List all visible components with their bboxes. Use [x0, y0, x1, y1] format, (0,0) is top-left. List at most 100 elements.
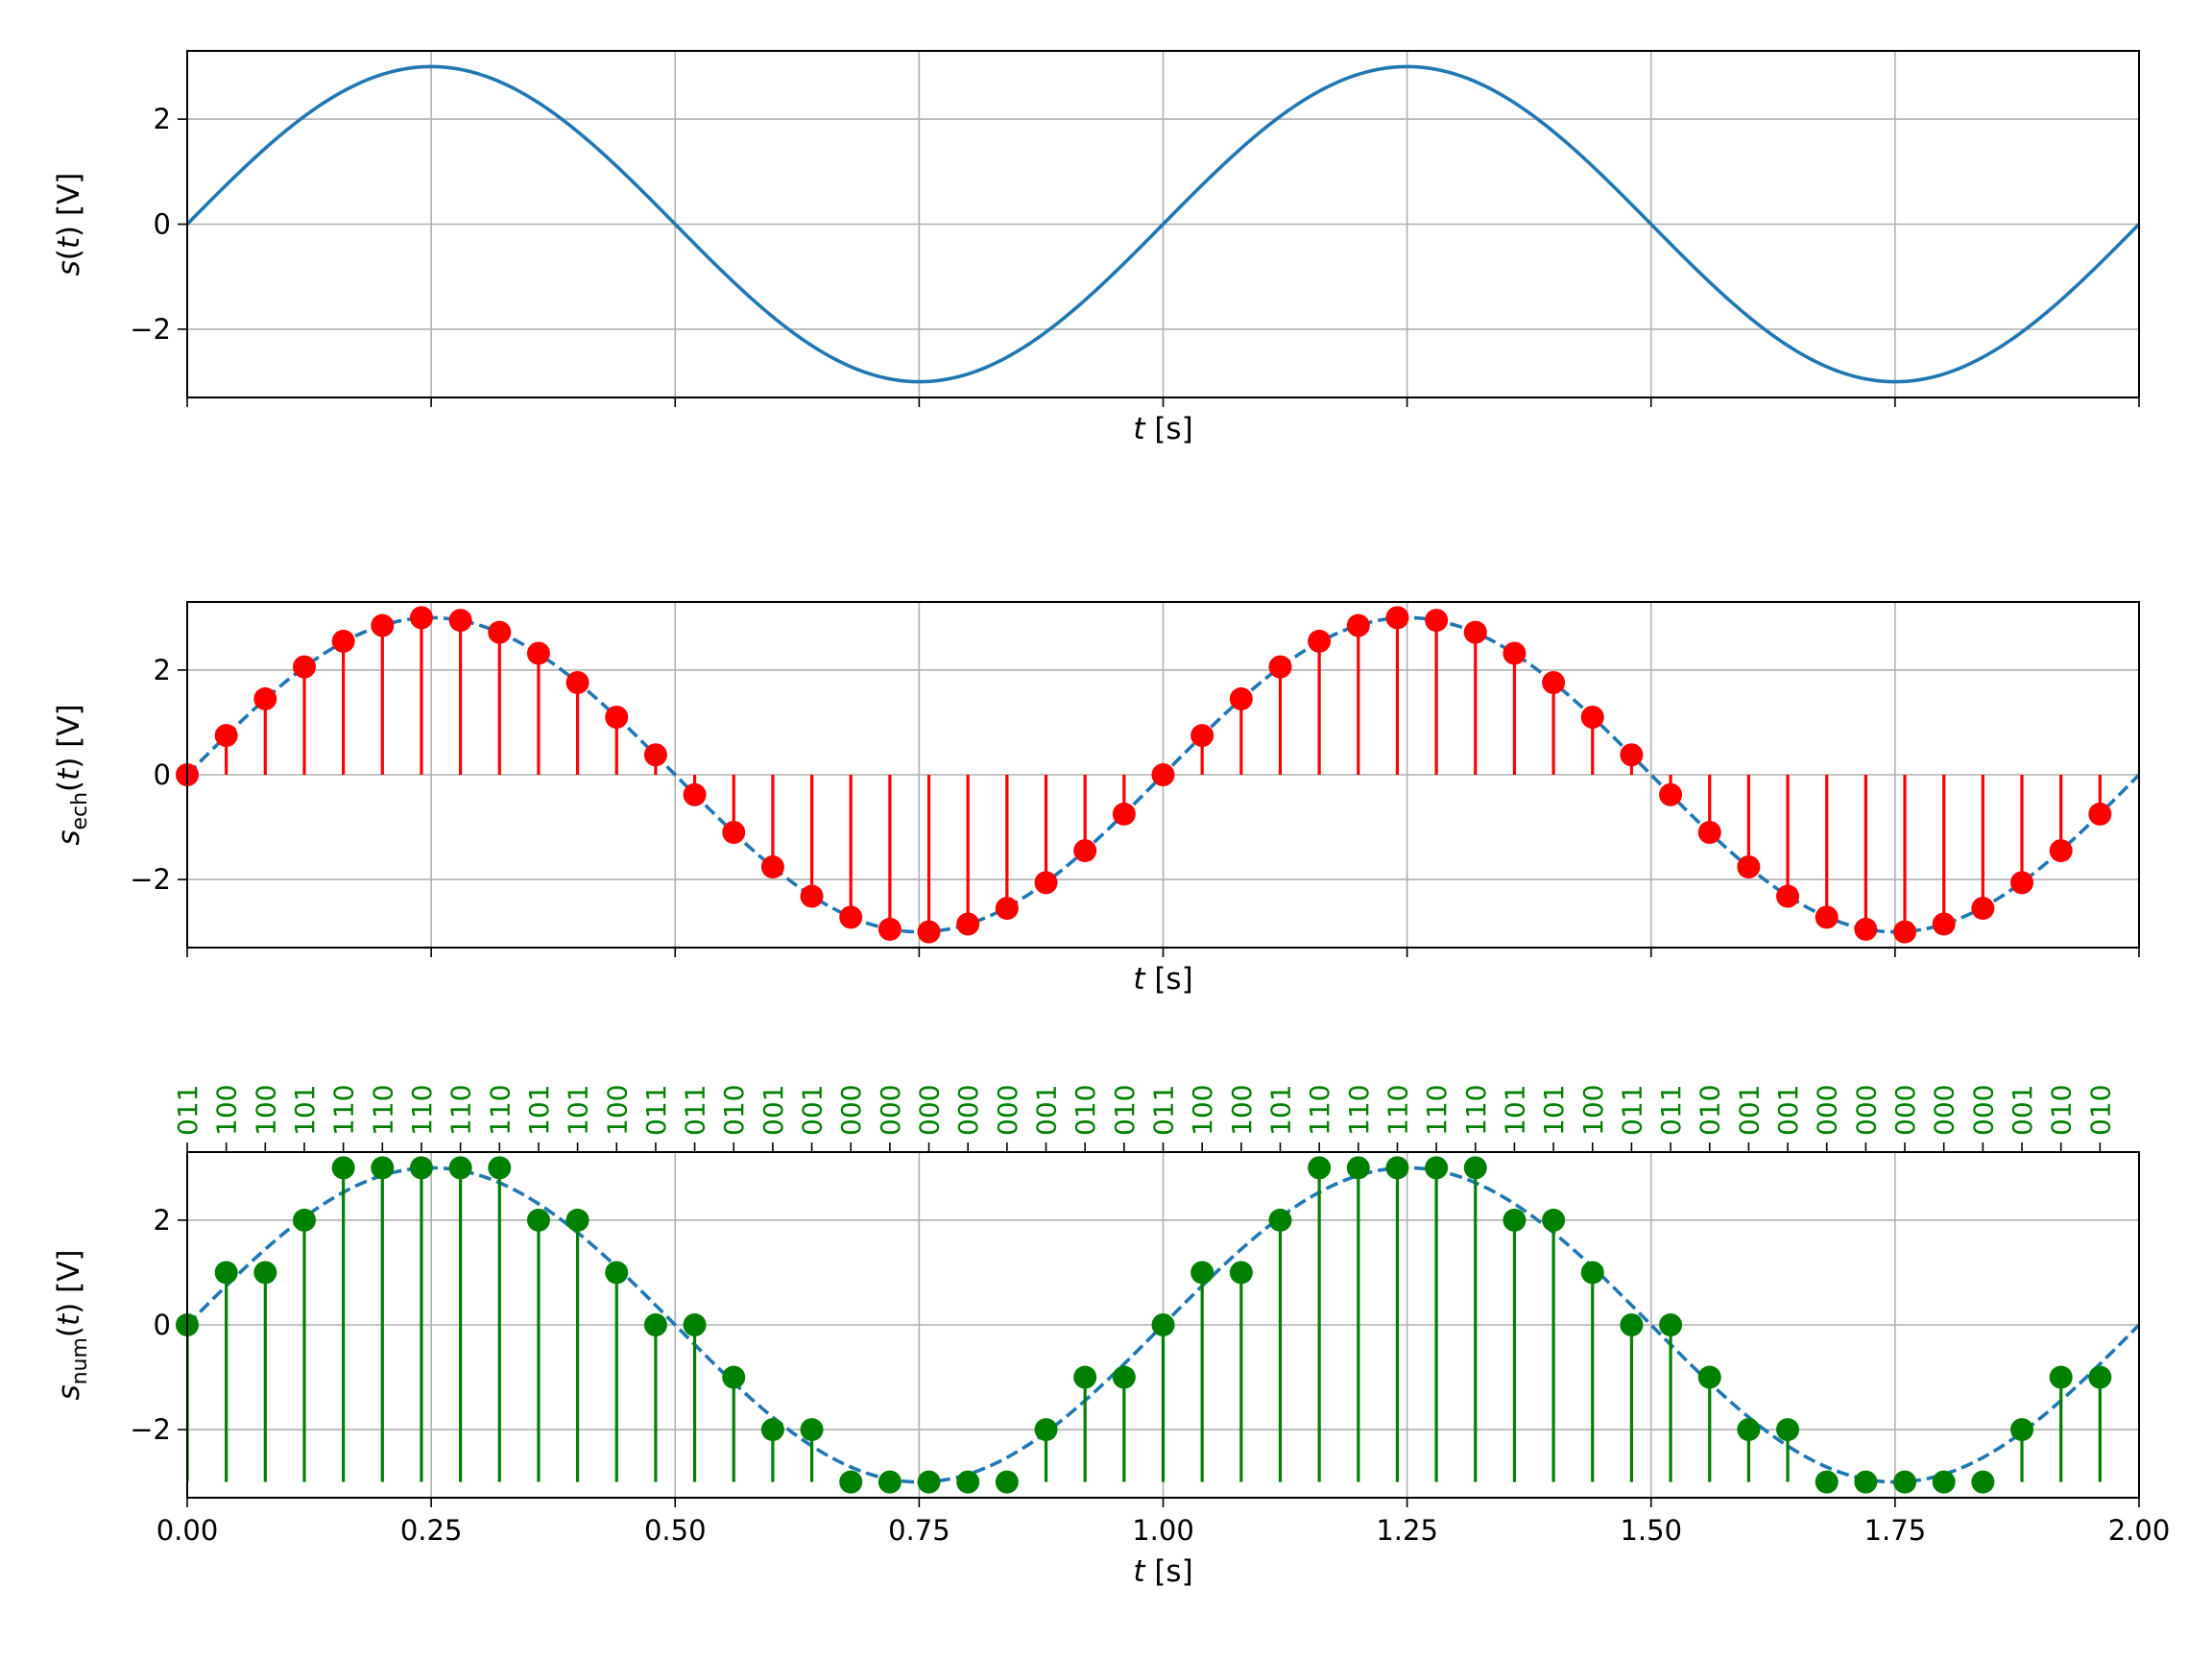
binary-code-label: 110: [1382, 1085, 1413, 1136]
y-axis-label-sub: num: [68, 1337, 92, 1384]
binary-code-label: 110: [406, 1085, 438, 1136]
stem-marker: [1737, 1418, 1761, 1442]
stem-marker: [1463, 620, 1487, 644]
stem-marker: [839, 1470, 863, 1494]
y-axis-label-paren: (: [52, 781, 86, 792]
binary-code-label: 010: [2046, 1085, 2078, 1136]
stem-marker: [1073, 839, 1097, 863]
binary-code-label: 011: [1616, 1085, 1647, 1136]
stem-marker: [1971, 1470, 1995, 1494]
y-axis-label-arg: t: [52, 767, 86, 781]
stem-marker: [1268, 1208, 1292, 1232]
binary-code-label: 101: [289, 1085, 321, 1136]
binary-code-label: 101: [1264, 1085, 1296, 1136]
stem-marker: [1503, 641, 1527, 665]
stem-marker: [488, 1156, 512, 1180]
stem-marker: [1268, 655, 1292, 679]
x-tick-label: 0.25: [400, 1514, 463, 1547]
binary-code-label: 010: [1695, 1085, 1726, 1136]
binary-code-label: 101: [523, 1085, 555, 1136]
stem-marker: [448, 609, 472, 633]
y-tick-label: −2: [130, 863, 171, 896]
binary-code-label: 110: [1304, 1085, 1335, 1136]
binary-code-label: 000: [1812, 1085, 1843, 1136]
binary-code-label: 000: [1850, 1085, 1882, 1136]
stem-marker: [1659, 782, 1683, 806]
x-axis-label-unit: [s]: [1144, 412, 1192, 446]
stem-marker: [1697, 821, 1721, 844]
stem-marker: [1659, 1313, 1683, 1336]
stem-marker: [1580, 706, 1604, 729]
y-axis-label-sub: ech: [68, 792, 92, 830]
binary-code-label: 010: [1109, 1085, 1141, 1136]
stem-marker: [800, 884, 824, 908]
stem-marker: [331, 629, 355, 653]
binary-code-label: 000: [1889, 1085, 1921, 1136]
stem-marker: [800, 1418, 824, 1442]
stem-marker: [1542, 671, 1566, 694]
y-axis-label-var: s: [52, 260, 86, 276]
binary-code-label: 110: [1343, 1085, 1375, 1136]
stem-marker: [605, 706, 629, 729]
stem-marker: [2088, 1365, 2112, 1389]
x-tick-label: 1.75: [1864, 1514, 1927, 1547]
binary-code-label: 010: [718, 1085, 750, 1136]
series-line-s: [187, 64, 2139, 384]
stem-marker: [917, 920, 941, 944]
stem-marker: [1073, 1365, 1097, 1389]
binary-code-label: 001: [2007, 1085, 2038, 1136]
stem-marker: [371, 1156, 395, 1180]
binary-code-label: 101: [1499, 1085, 1530, 1136]
stem-marker: [605, 1261, 629, 1285]
y-axis-label-var: s: [52, 1384, 86, 1400]
binary-code-label: 000: [1967, 1085, 1999, 1136]
stem-marker: [253, 1261, 277, 1285]
stem-marker: [878, 1470, 902, 1494]
binary-code-label: 110: [445, 1085, 477, 1136]
stem-marker: [722, 1365, 746, 1389]
x-axis-label-unit: [s]: [1144, 1554, 1192, 1589]
binary-code-label: 000: [835, 1085, 867, 1136]
y-axis-label-var: s: [52, 830, 86, 846]
stem-marker: [1893, 920, 1917, 944]
stem-marker: [1503, 1208, 1527, 1232]
stem-marker: [1385, 1156, 1409, 1180]
stem-marker: [2049, 1365, 2073, 1389]
stem-marker: [760, 1418, 784, 1442]
stem-marker: [1151, 763, 1175, 786]
x-tick-label: 2.00: [2108, 1514, 2171, 1547]
binary-code-label: 101: [563, 1085, 594, 1136]
binary-code-label: 000: [992, 1085, 1023, 1136]
binary-code-label: 010: [1070, 1085, 1101, 1136]
binary-code-label: 100: [601, 1085, 633, 1136]
stem-marker: [1034, 871, 1058, 895]
x-tick-label: 0.75: [888, 1514, 950, 1547]
binary-code-label: 101: [1538, 1085, 1570, 1136]
x-tick-label: 1.00: [1132, 1514, 1194, 1547]
stem-marker: [1425, 1156, 1449, 1180]
x-tick-label: 1.50: [1620, 1514, 1682, 1547]
stem-marker: [643, 1313, 667, 1336]
stem-marker: [1229, 1261, 1253, 1285]
stem-marker: [1190, 724, 1214, 748]
stem-marker: [995, 897, 1019, 921]
stem-marker: [1308, 1156, 1332, 1180]
stem-marker: [1971, 897, 1995, 921]
stem-marker: [1346, 613, 1370, 637]
stem-marker: [1463, 1156, 1487, 1180]
stem-marker: [1932, 912, 1956, 936]
stem-marker: [1580, 1261, 1604, 1285]
stem-marker: [214, 724, 238, 748]
stem-marker: [956, 912, 980, 936]
axes-frame: [186, 601, 2140, 949]
binary-code-label: 011: [172, 1085, 204, 1136]
binary-code-label: 001: [797, 1085, 829, 1136]
stem-marker: [2088, 802, 2112, 826]
stem-marker: [1815, 905, 1839, 929]
stem-marker: [253, 686, 277, 710]
stem-marker: [214, 1261, 238, 1285]
binary-code-label: 110: [484, 1085, 516, 1136]
x-axis-label: t [s]: [1133, 412, 1192, 446]
